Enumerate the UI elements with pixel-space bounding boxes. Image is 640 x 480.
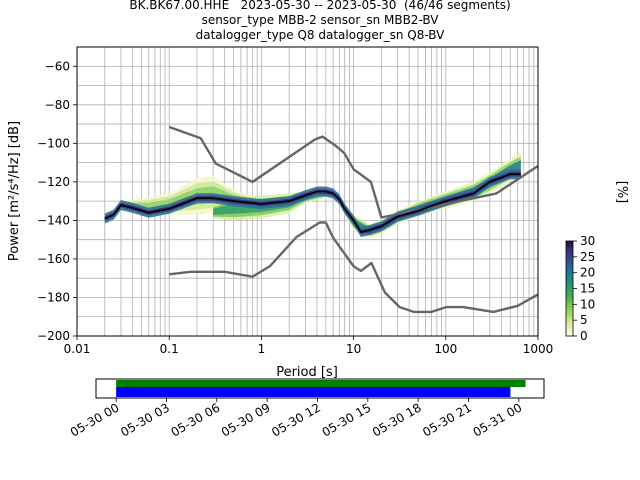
x-tick-label: 1 <box>258 342 266 356</box>
colorbar-tick-label: 15 <box>580 282 595 296</box>
y-axis-ticks: −60 −80 −100 −120 −140 −160 −180 −200 <box>37 59 77 343</box>
coverage-tick-label: 05-30 12 <box>269 400 323 439</box>
colorbar-tick-label: 10 <box>580 297 595 311</box>
y-tick-label: −200 <box>37 329 70 343</box>
y-tick-label: −140 <box>37 213 70 227</box>
colorbar-tick-label: 25 <box>580 250 595 264</box>
coverage-bar <box>116 387 511 397</box>
x-axis-ticks: 0.01 0.1 1 10 100 1000 <box>64 336 554 356</box>
x-tick-label: 10 <box>346 342 361 356</box>
x-tick-label: 0.01 <box>64 342 91 356</box>
coverage-tick-label: 05-31 00 <box>471 400 525 439</box>
y-tick-label: −160 <box>37 252 70 266</box>
y-axis-label: Power [m²/s⁴/Hz] [dB] <box>7 121 22 261</box>
coverage-tick-label: 05-30 00 <box>68 400 122 439</box>
title-line-1: BK.BK67.00.HHE 2023-05-30 -- 2023-05-30 … <box>129 0 511 12</box>
density-heatmap <box>104 153 521 238</box>
colorbar-tick-label: 20 <box>580 266 595 280</box>
coverage-tick-label: 05-30 18 <box>370 400 424 439</box>
x-tick-label: 100 <box>434 342 457 356</box>
coverage-bars <box>116 380 526 397</box>
colorbar-tick-label: 5 <box>580 313 588 327</box>
coverage-tick-label: 05-30 21 <box>420 400 474 439</box>
mode-line <box>104 173 521 233</box>
density-core <box>104 171 521 235</box>
x-tick-label: 1000 <box>523 342 554 356</box>
y-tick-label: −100 <box>37 136 70 150</box>
colorbar-tick-label: 0 <box>580 329 588 343</box>
colorbar <box>565 240 574 337</box>
coverage-tick-label: 05-30 15 <box>320 400 374 439</box>
coverage-tick-label: 05-30 03 <box>118 400 172 439</box>
coverage-bar <box>116 380 526 387</box>
x-tick-label: 0.1 <box>160 342 179 356</box>
y-tick-label: −60 <box>45 59 70 73</box>
coverage-tick-label: 05-30 06 <box>169 400 223 439</box>
plot-frame <box>76 46 539 337</box>
coverage-frame <box>95 378 545 399</box>
y-tick-label: −180 <box>37 290 70 304</box>
title-line-3: datalogger_type Q8 datalogger_sn Q8-BV <box>195 28 445 42</box>
x-axis-label: Period [s] <box>276 365 338 380</box>
y-tick-label: −120 <box>37 175 70 189</box>
coverage-tick-label: 05-30 09 <box>219 400 273 439</box>
colorbar-label: [%] <box>614 181 629 204</box>
y-tick-label: −80 <box>45 98 70 112</box>
title-line-2: sensor_type MBB-2 sensor_sn MBB2-BV <box>201 13 439 27</box>
colorbar-tick-label: 30 <box>580 234 595 248</box>
low-noise-model-line <box>169 221 538 314</box>
high-noise-model-line <box>168 125 538 219</box>
noise-model-lines <box>104 125 538 314</box>
